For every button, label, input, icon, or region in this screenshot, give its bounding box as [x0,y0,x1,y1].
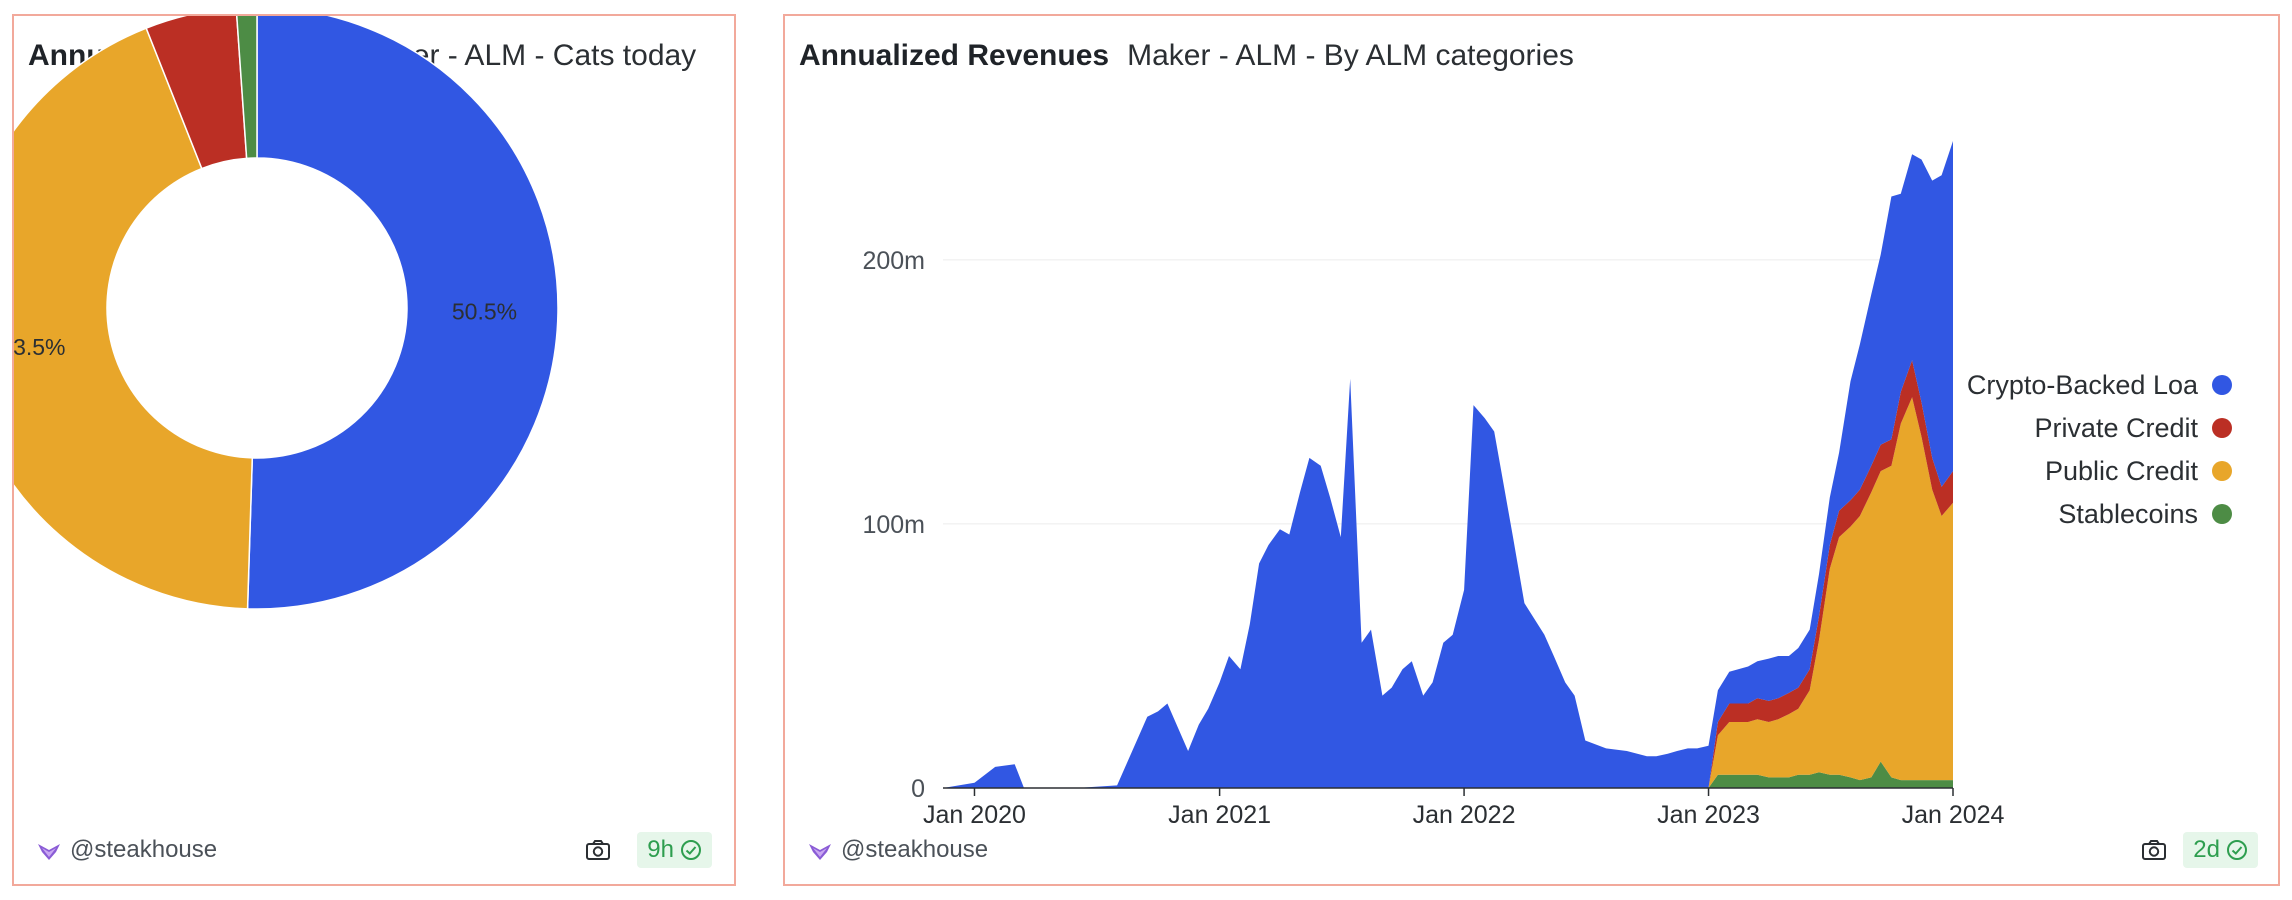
legend-label: Public Credit [2045,456,2199,486]
donut-labels: 50.5% 43.5% [14,299,517,361]
chart-title: Annualized Revenues [799,39,1110,72]
legend-label: Crypto-Backed Loa [1967,370,2199,400]
donut-slices [14,16,559,610]
refresh-age-badge[interactable]: 9h [637,832,712,868]
panel-footer: @steakhouse 2d [785,830,2278,870]
stacked-area-chart: 0 100m 200m Jan 2020 Jan 2021 Jan 2022 Jan 202… [862,141,2232,829]
panel-header: Annualized Revenues Maker - ALM - By ALM … [799,36,1574,76]
steakhouse-logo-icon [809,843,831,860]
axes: 0 100m 200m Jan 2020 Jan 2021 Jan 2022 Jan 202… [862,247,2004,829]
check-circle-icon [681,840,701,860]
refresh-age: 2d [2193,836,2220,863]
refresh-age-badge[interactable]: 2d [2183,832,2258,868]
y-tick-label: 100m [862,511,925,539]
check-circle-icon [2227,840,2247,860]
legend-label: Private Credit [2034,413,2198,443]
donut-slice-stablecoins[interactable] [236,16,258,160]
donut-slice-public-credit[interactable] [14,27,254,610]
grid-lines [943,259,1953,525]
donut-slice-label: 50.5% [452,299,517,325]
author-name: @steakhouse [70,836,218,863]
legend: Crypto-Backed Loa Private Credit Public Cr… [1967,370,2232,529]
chart-subtitle: Maker - ALM - By ALM categories [1127,39,1574,72]
area-series-crypto-backed-loans[interactable] [943,141,1953,788]
author-link[interactable]: @steakhouse [807,830,988,870]
y-tick-label: 200m [862,247,925,275]
author-name: @steakhouse [841,836,989,863]
camera-icon[interactable] [2140,836,2168,864]
y-tick-label: 0 [911,775,925,803]
donut-slice-label: 43.5% [14,334,65,360]
x-tick-label: Jan 2024 [1902,801,2005,829]
panel-footer: @steakhouse 9h [14,830,734,870]
legend-swatch-crypto-backed-loa[interactable] [2212,375,2232,395]
author-link[interactable]: @steakhouse [36,830,217,870]
x-tick-label: Jan 2020 [923,801,1026,829]
x-tick-label: Jan 2023 [1657,801,1760,829]
legend-swatch-private-credit[interactable] [2212,418,2232,438]
x-tick-label: Jan 2022 [1413,801,1516,829]
refresh-age: 9h [647,836,674,863]
legend-label: Stablecoins [2058,499,2198,529]
area-series [943,141,1953,788]
donut-slice-crypto-backed-loans[interactable] [246,16,559,610]
donut-chart: 50.5% 43.5% [14,16,559,610]
steakhouse-logo-icon [38,843,60,860]
donut-slice-private-credit[interactable] [145,16,248,170]
legend-swatch-public-credit[interactable] [2212,461,2232,481]
area-series-public-credit[interactable] [943,397,1953,788]
area-chart-panel: Annualized Revenues Maker - ALM - By ALM … [783,14,2280,886]
legend-swatch-stablecoins[interactable] [2212,504,2232,524]
x-tick-label: Jan 2021 [1168,801,1271,829]
camera-icon[interactable] [584,836,612,864]
